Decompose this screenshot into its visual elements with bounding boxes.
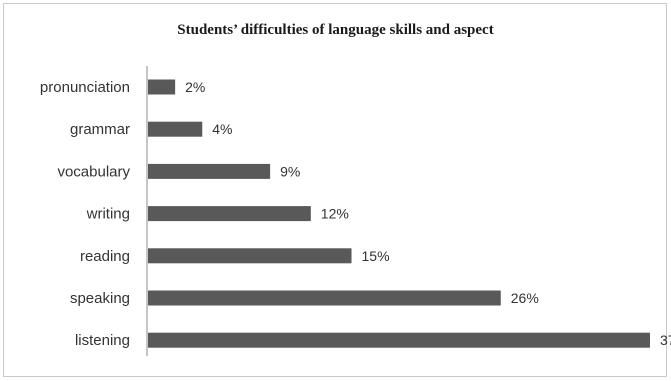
bar-vocabulary xyxy=(148,163,271,179)
bar-listening xyxy=(148,332,650,348)
bar-writing xyxy=(148,206,311,222)
category-label-speaking: speaking xyxy=(70,290,130,307)
bar-reading xyxy=(148,248,352,264)
chart-title: Students’ difficulties of language skill… xyxy=(177,22,494,38)
value-label-reading: 15% xyxy=(362,248,390,264)
bars-group: pronunciation 2% grammar 4% vocabulary 9% writ… xyxy=(40,79,671,349)
value-label-vocabulary: 9% xyxy=(280,163,300,179)
value-label-listening: 37% xyxy=(660,332,671,348)
value-label-writing: 12% xyxy=(321,206,349,222)
bar-speaking xyxy=(148,290,501,306)
value-label-speaking: 26% xyxy=(511,290,539,306)
value-label-pronunciation: 2% xyxy=(185,79,205,95)
category-label-writing: writing xyxy=(86,206,130,223)
category-label-grammar: grammar xyxy=(70,121,130,138)
category-label-reading: reading xyxy=(80,248,130,265)
category-label-listening: listening xyxy=(75,332,130,349)
category-label-vocabulary: vocabulary xyxy=(57,163,130,180)
category-label-pronunciation: pronunciation xyxy=(40,79,130,96)
value-label-grammar: 4% xyxy=(212,121,232,137)
chart-frame xyxy=(3,3,667,377)
bar-pronunciation xyxy=(148,79,176,95)
bar-grammar xyxy=(148,121,203,137)
